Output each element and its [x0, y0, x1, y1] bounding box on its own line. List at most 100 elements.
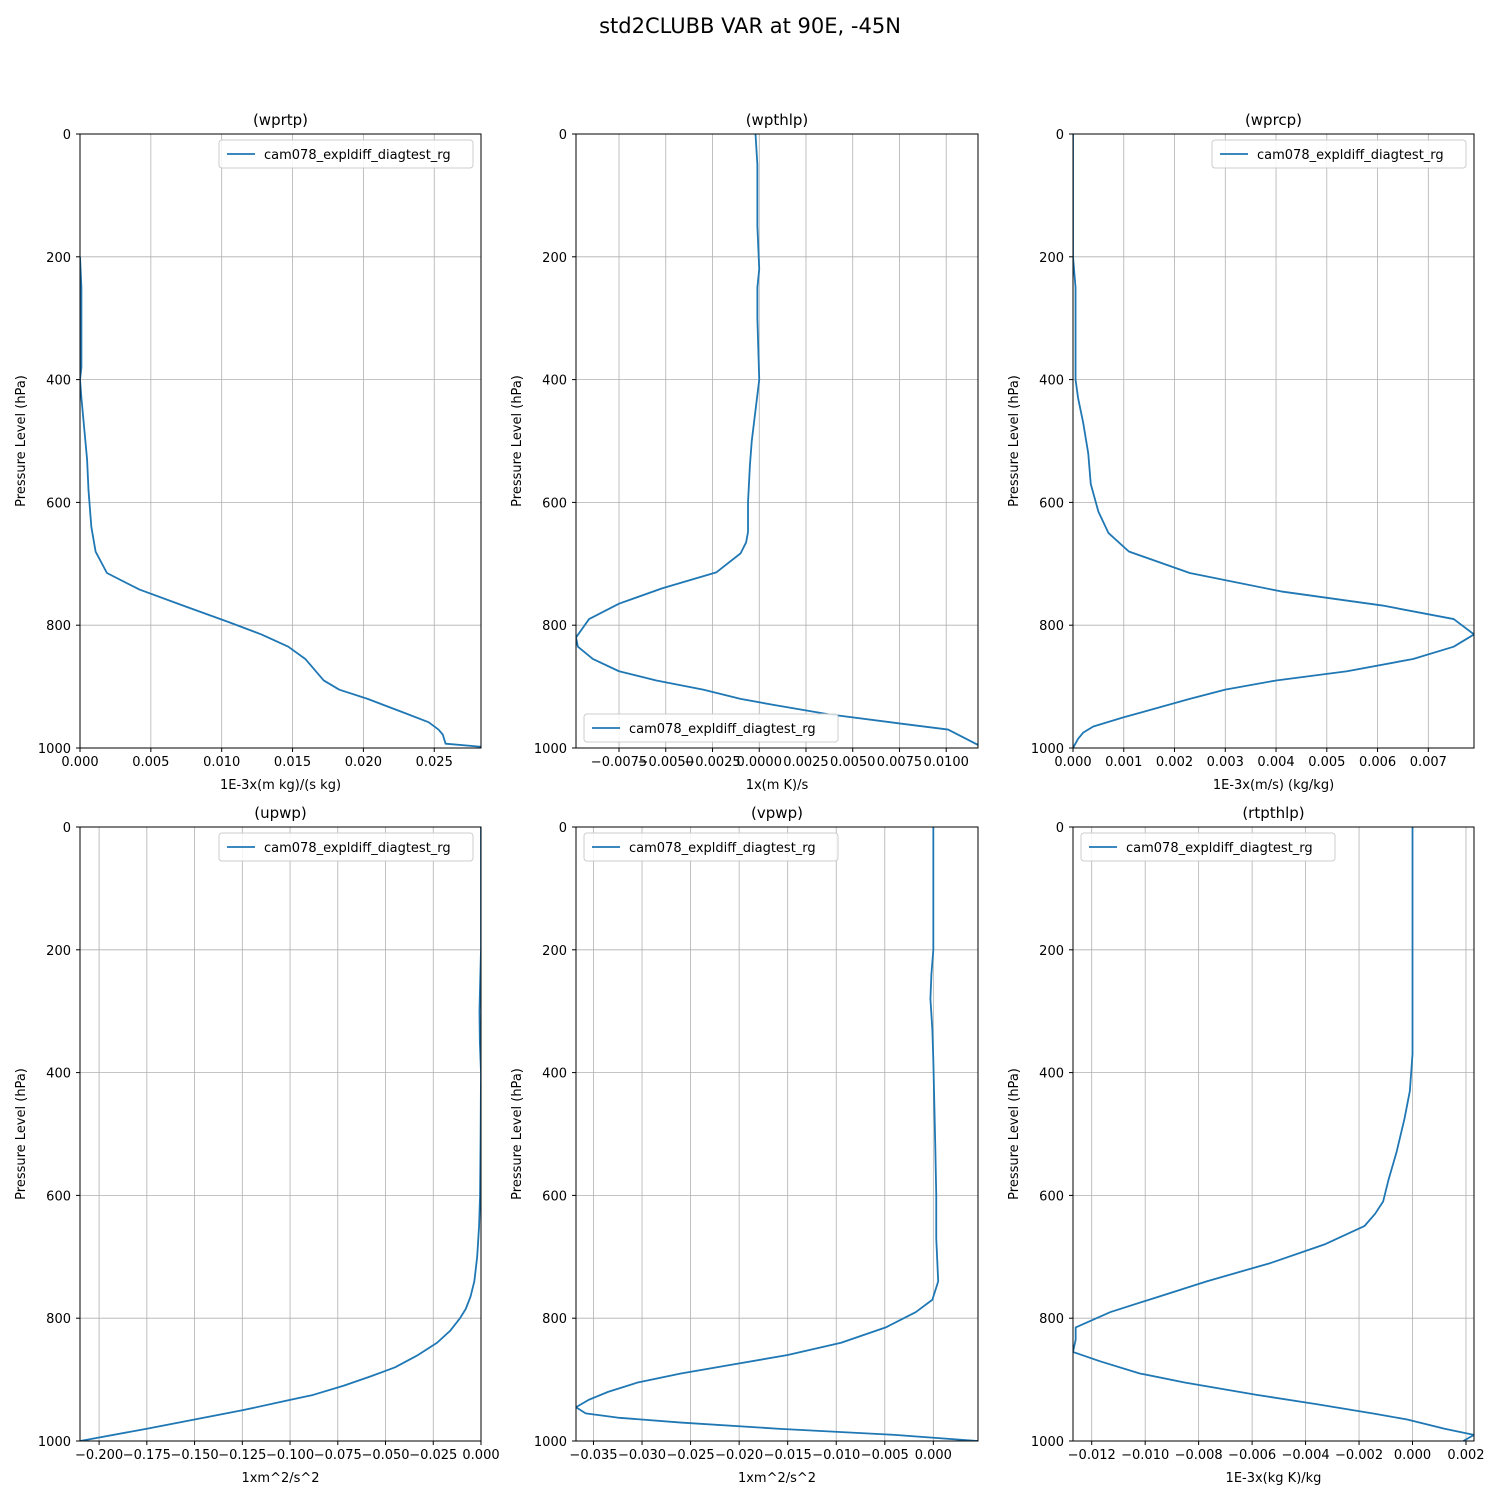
y-tick-label: 600	[1039, 496, 1064, 511]
subplot-title: (vpwp)	[751, 804, 803, 822]
y-tick-label: 0	[1056, 821, 1064, 836]
y-tick-label: 0	[63, 128, 71, 143]
x-axis-label: 1E-3x(m/s) (kg/kg)	[1213, 778, 1334, 793]
x-tick-label: −0.025	[409, 1448, 457, 1463]
y-tick-label: 600	[46, 1189, 71, 1204]
x-tick-label: 0.0025	[783, 755, 829, 770]
legend-label: cam078_expldiff_diagtest_rg	[264, 841, 451, 856]
x-tick-label: −0.015	[764, 1448, 812, 1463]
y-axis-label: Pressure Level (hPa)	[14, 375, 29, 507]
y-tick-label: 800	[1039, 1312, 1064, 1327]
subplot-title: (wprcp)	[1245, 111, 1302, 129]
axes-frame	[575, 826, 979, 1442]
series-line	[1073, 827, 1474, 1441]
y-tick-label: 1000	[1031, 1435, 1064, 1450]
y-tick-label: 1000	[534, 742, 567, 757]
series-line	[1073, 134, 1474, 748]
legend: cam078_expldiff_diagtest_rg	[1211, 139, 1467, 169]
y-tick-label: 0	[63, 821, 71, 836]
legend: cam078_expldiff_diagtest_rg	[583, 713, 839, 743]
legend-label: cam078_expldiff_diagtest_rg	[264, 148, 451, 163]
x-tick-label: −0.006	[1228, 1448, 1276, 1463]
x-tick-label: −0.0075	[591, 755, 647, 770]
x-tick-label: 0.015	[274, 755, 311, 770]
x-axis-label: 1xm^2/s^2	[738, 1471, 816, 1486]
x-tick-label: 0.000	[1394, 1448, 1431, 1463]
y-tick-label: 200	[542, 251, 567, 266]
x-tick-label: −0.150	[171, 1448, 219, 1463]
subplot-vpwp: −0.035 −0.030 −0.025 −0.020 −0.015 −0.010 −0.0…	[510, 804, 979, 1486]
subplot-title: (wpthlp)	[746, 111, 809, 129]
x-tick-label: 0.002	[1447, 1448, 1484, 1463]
series-line	[80, 256, 481, 748]
x-tick-label: 0.001	[1105, 755, 1142, 770]
y-axis-label: Pressure Level (hPa)	[14, 1068, 29, 1200]
y-tick-label: 0	[1056, 128, 1064, 143]
x-tick-label: −0.175	[123, 1448, 171, 1463]
x-tick-label: 0.000	[462, 1448, 499, 1463]
y-tick-label: 0	[559, 128, 567, 143]
subplot-title: (rtpthlp)	[1242, 804, 1304, 822]
x-tick-label: 0.007	[1410, 755, 1447, 770]
y-tick-label: 200	[46, 944, 71, 959]
subplot-title: (upwp)	[254, 804, 307, 822]
y-tick-label: 1000	[38, 742, 71, 757]
axes-frame	[1072, 133, 1475, 749]
legend-label: cam078_expldiff_diagtest_rg	[1257, 148, 1444, 163]
y-axis-label: Pressure Level (hPa)	[510, 375, 525, 507]
y-tick-label: 600	[542, 1189, 567, 1204]
x-tick-label: 0.005	[132, 755, 169, 770]
legend-label: cam078_expldiff_diagtest_rg	[629, 841, 816, 856]
x-axis-label: 1E-3x(m kg)/(s kg)	[220, 778, 341, 793]
x-tick-label: −0.200	[75, 1448, 123, 1463]
x-tick-label: −0.005	[861, 1448, 909, 1463]
x-tick-label: −0.125	[218, 1448, 266, 1463]
x-tick-label: −0.010	[1121, 1448, 1169, 1463]
x-tick-label: −0.004	[1282, 1448, 1330, 1463]
y-tick-label: 400	[46, 374, 71, 389]
legend: cam078_expldiff_diagtest_rg	[1080, 832, 1336, 862]
figure-title: std2CLUBB VAR at 90E, -45N	[599, 14, 901, 38]
y-tick-label: 200	[1039, 944, 1064, 959]
y-axis-label: Pressure Level (hPa)	[510, 1068, 525, 1200]
x-tick-label: 0.010	[203, 755, 240, 770]
subplot-title: (wprtp)	[253, 111, 308, 129]
y-tick-label: 800	[542, 1312, 567, 1327]
legend: cam078_expldiff_diagtest_rg	[218, 139, 474, 169]
y-tick-label: 200	[46, 251, 71, 266]
x-tick-label: −0.0025	[684, 755, 740, 770]
y-tick-label: 1000	[38, 1435, 71, 1450]
legend: cam078_expldiff_diagtest_rg	[583, 832, 839, 862]
axes-frame	[1072, 826, 1475, 1442]
y-tick-label: 1000	[534, 1435, 567, 1450]
subplot-upwp: −0.200 −0.175 −0.150 −0.125 −0.100 −0.075 −0.0…	[14, 804, 500, 1486]
x-tick-label: 0.000	[61, 755, 98, 770]
axes-frame	[575, 133, 979, 749]
legend-box	[583, 713, 839, 743]
x-tick-label: 0.002	[1156, 755, 1193, 770]
x-tick-label: 0.000	[1054, 755, 1091, 770]
x-tick-label: 0.020	[345, 755, 382, 770]
x-tick-label: −0.075	[314, 1448, 362, 1463]
x-axis-label: 1x(m K)/s	[746, 778, 809, 793]
y-tick-label: 200	[542, 944, 567, 959]
x-tick-label: −0.008	[1175, 1448, 1223, 1463]
y-tick-label: 0	[559, 821, 567, 836]
x-tick-label: −0.012	[1068, 1448, 1116, 1463]
x-tick-label: 0.0100	[923, 755, 969, 770]
x-tick-label: −0.035	[569, 1448, 617, 1463]
x-tick-label: 0.0000	[736, 755, 782, 770]
x-tick-label: −0.025	[667, 1448, 715, 1463]
x-tick-label: 0.0050	[830, 755, 876, 770]
y-tick-label: 400	[1039, 374, 1064, 389]
x-tick-label: −0.030	[618, 1448, 666, 1463]
y-tick-label: 800	[1039, 619, 1064, 634]
x-tick-label: 0.025	[416, 755, 453, 770]
x-tick-label: −0.0050	[638, 755, 694, 770]
x-axis-label: 1xm^2/s^2	[241, 1471, 319, 1486]
y-tick-label: 600	[542, 496, 567, 511]
x-tick-label: −0.050	[361, 1448, 409, 1463]
y-tick-label: 800	[46, 1312, 71, 1327]
